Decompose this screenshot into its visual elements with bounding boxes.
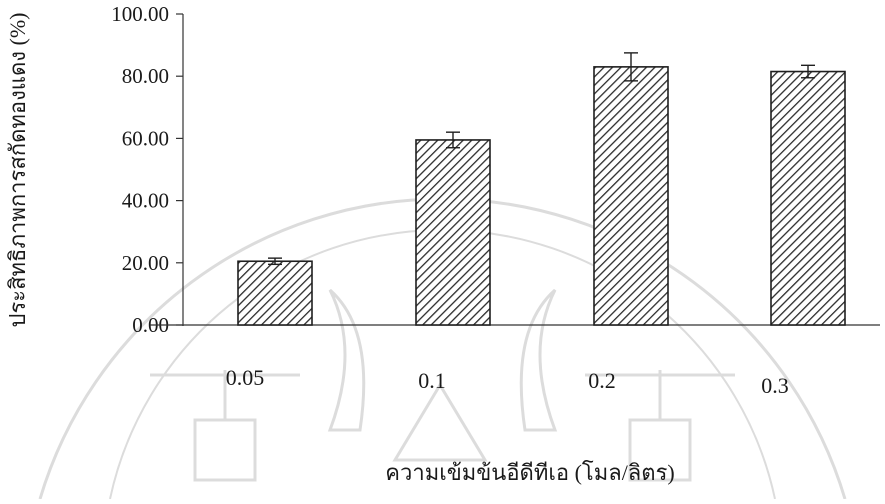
y-tick-label: 80.00 — [122, 64, 169, 88]
error-bar-0.1 — [446, 131, 460, 149]
bar-0.05 — [237, 260, 313, 326]
error-bar-0.05 — [268, 257, 282, 266]
bar-0.1 — [415, 139, 491, 326]
x-tick-label: 0.1 — [418, 368, 446, 393]
x-axis-title: ความเข้มข้นอีดีทีเอ (โมล/ลิตร) — [385, 460, 674, 485]
x-tick-label: 0.3 — [761, 373, 789, 398]
error-bar-0.2 — [624, 52, 638, 82]
y-tick-label: 60.00 — [122, 126, 169, 150]
error-bar-0.3 — [801, 64, 815, 79]
bar-0.3 — [770, 70, 846, 326]
category-labels: 0.05 0.1 0.2 0.3 — [226, 365, 789, 398]
bar-0.2 — [593, 66, 669, 326]
x-tick-label: 0.2 — [588, 368, 616, 393]
y-axis-title: ประสิทธิภาพการสกัดทองแดง (%) — [5, 13, 30, 328]
y-tick-label: 40.00 — [122, 189, 169, 213]
bars — [237, 66, 846, 326]
x-tick-label: 0.05 — [226, 365, 265, 390]
y-tick-label: 20.00 — [122, 251, 169, 275]
y-tick-label: 100.00 — [111, 2, 169, 26]
error-bars — [268, 52, 815, 266]
